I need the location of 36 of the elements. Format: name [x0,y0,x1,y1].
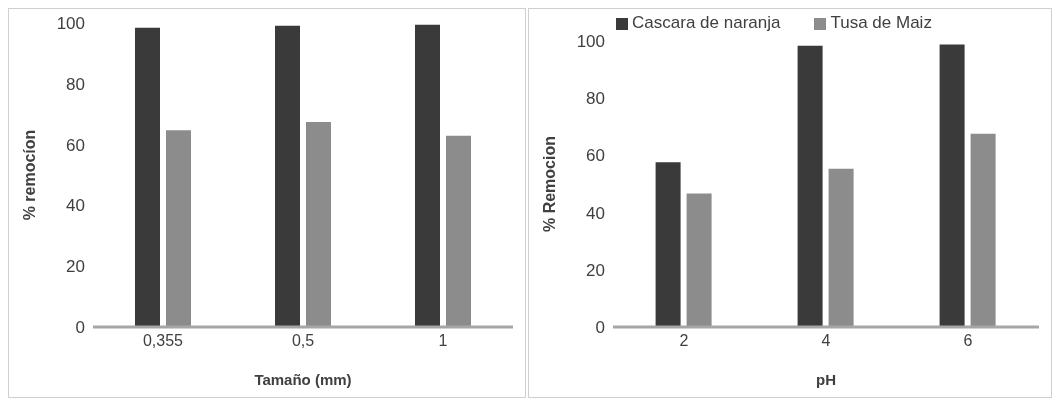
y-tick-label: 100 [56,14,85,34]
x-tick-label: 6 [963,332,973,350]
bar [686,193,712,327]
bar [446,135,471,327]
bar [655,162,681,327]
x-tick-label: 0,355 [142,332,184,350]
bar [135,27,160,327]
y-tick-label: 0 [595,318,605,338]
bar [306,122,331,327]
y-tick-label: 20 [66,257,85,277]
legend-label: Cascara de naranja [632,13,781,32]
bar [275,25,300,327]
x-axis-title: pH [816,371,836,388]
x-tick-label: 2 [679,332,689,350]
x-tick-label: 1 [438,332,448,350]
bar [166,130,191,327]
legend-label: Tusa de Maiz [830,13,932,32]
y-tick-label: 100 [576,32,605,52]
y-tick-label: 80 [66,74,85,94]
x-axis-title: Tamaño (mm) [254,371,352,388]
y-axis-title: % remocíon [20,129,38,221]
bar [415,24,440,327]
y-tick-label: 80 [586,89,605,109]
y-tick-label: 20 [586,260,605,280]
bar [797,45,823,327]
bar [970,133,996,327]
y-tick-label: 40 [586,203,605,223]
bar [828,168,854,327]
y-axis-title: % Remocion [540,135,558,233]
y-tick-label: 60 [586,146,605,166]
y-tick-label: 60 [66,135,85,155]
y-tick-label: 40 [66,196,85,216]
x-tick-label: 0,5 [291,332,315,350]
y-tick-label: 0 [75,318,85,338]
bar [939,44,965,327]
x-tick-label: 4 [821,332,831,350]
